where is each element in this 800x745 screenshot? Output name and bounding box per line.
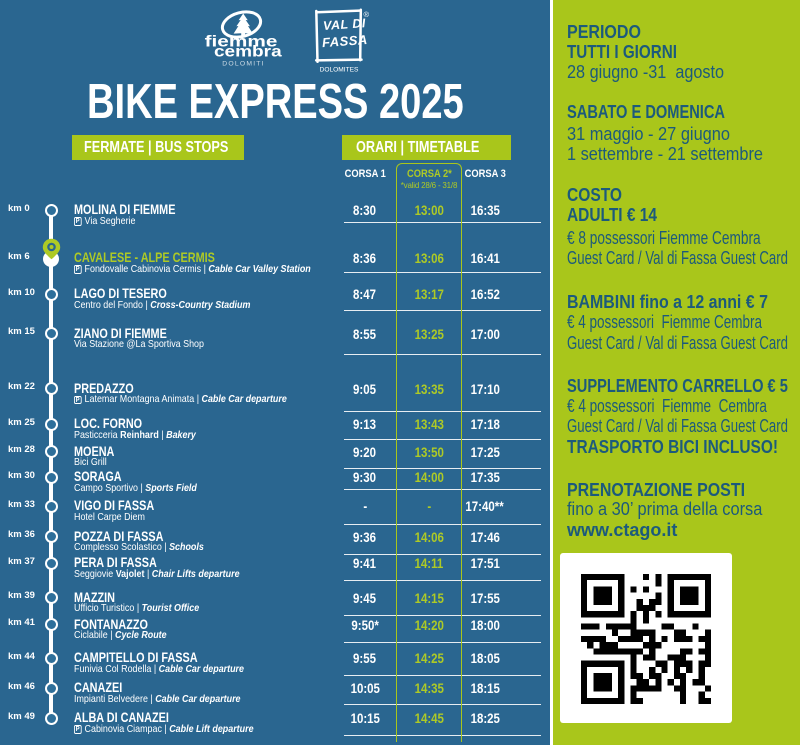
- svg-text:DOLOMITES: DOLOMITES: [320, 67, 359, 74]
- svg-text:cembra: cembra: [214, 42, 282, 60]
- svg-text:fiemme: fiemme: [205, 32, 278, 50]
- svg-text:VAL DI: VAL DI: [323, 16, 367, 33]
- svg-text:DOLOMITI: DOLOMITI: [222, 61, 264, 68]
- svg-text:FASSA: FASSA: [321, 32, 368, 50]
- svg-text:®: ®: [364, 10, 370, 19]
